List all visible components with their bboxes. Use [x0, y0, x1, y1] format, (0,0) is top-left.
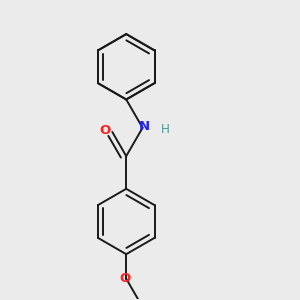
Text: O: O [99, 124, 110, 137]
Text: O: O [119, 272, 130, 285]
Text: H: H [160, 123, 169, 136]
Text: N: N [139, 120, 150, 133]
